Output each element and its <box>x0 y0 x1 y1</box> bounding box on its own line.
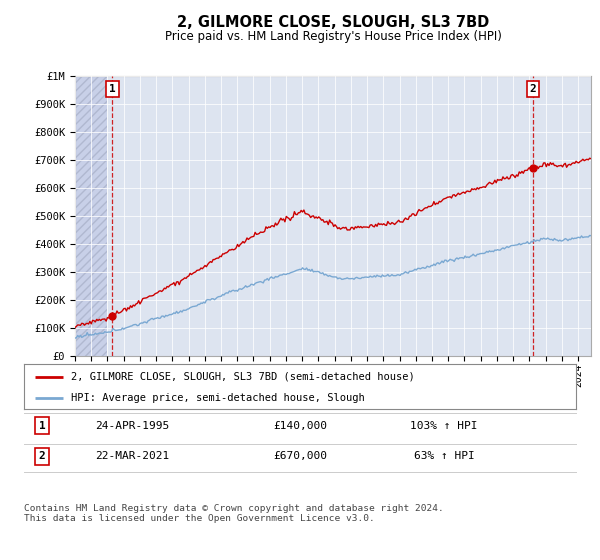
Text: 24-APR-1995: 24-APR-1995 <box>95 421 169 431</box>
Bar <box>75 76 107 356</box>
Text: 63% ↑ HPI: 63% ↑ HPI <box>413 451 475 461</box>
Text: £140,000: £140,000 <box>273 421 327 431</box>
Text: 103% ↑ HPI: 103% ↑ HPI <box>410 421 478 431</box>
Text: Price paid vs. HM Land Registry's House Price Index (HPI): Price paid vs. HM Land Registry's House … <box>164 30 502 43</box>
Text: Contains HM Land Registry data © Crown copyright and database right 2024.
This d: Contains HM Land Registry data © Crown c… <box>24 504 444 524</box>
Text: 2: 2 <box>38 451 46 461</box>
Text: 2, GILMORE CLOSE, SLOUGH, SL3 7BD (semi-detached house): 2, GILMORE CLOSE, SLOUGH, SL3 7BD (semi-… <box>71 371 415 381</box>
Text: 2, GILMORE CLOSE, SLOUGH, SL3 7BD: 2, GILMORE CLOSE, SLOUGH, SL3 7BD <box>177 15 489 30</box>
Text: 22-MAR-2021: 22-MAR-2021 <box>95 451 169 461</box>
Text: 2: 2 <box>530 84 536 94</box>
Text: £670,000: £670,000 <box>273 451 327 461</box>
Text: 1: 1 <box>109 84 116 94</box>
Text: 1: 1 <box>38 421 46 431</box>
Text: HPI: Average price, semi-detached house, Slough: HPI: Average price, semi-detached house,… <box>71 393 365 403</box>
